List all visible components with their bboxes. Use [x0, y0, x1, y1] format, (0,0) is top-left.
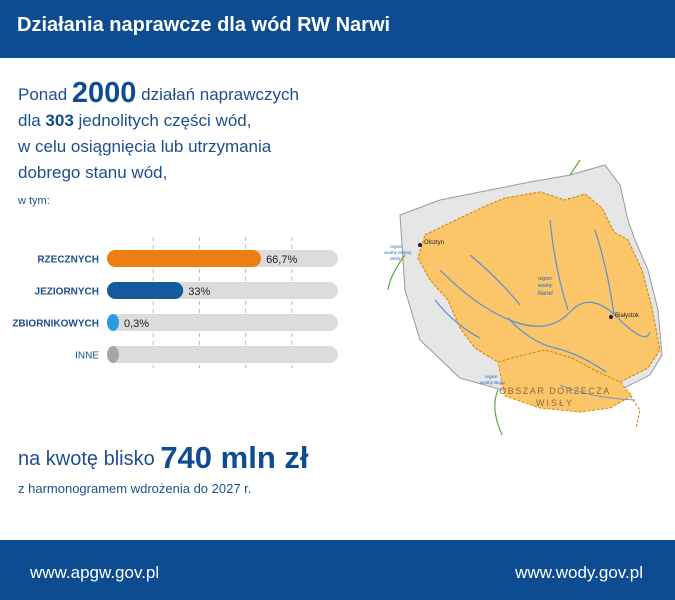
bar-rzecznych [107, 250, 262, 267]
intro-line-1: Ponad 2000 działań naprawczych [18, 77, 348, 109]
value-label: 33% [188, 286, 210, 298]
region-bugu-label-2: wodny Bugu [480, 380, 505, 385]
bar-track [107, 346, 338, 363]
category-label: RZECZNYCH [37, 255, 99, 266]
region-narwi-label-2: wodny [538, 283, 553, 289]
intro-ponad: Ponad [18, 85, 68, 104]
chart-bars: RZECZNYCH 66,7% JEZIORNYCH 33% ZBIORNIKOWYCH… [12, 250, 338, 363]
header-bar: Działania naprawcze dla wód RW Narwi [0, 0, 675, 58]
water-bodies-count: 303 [45, 111, 74, 130]
apgw-link[interactable]: www.apgw.gov.pl [30, 563, 160, 582]
footer-bar: www.apgw.gov.pl www.wody.gov.pl [0, 540, 675, 600]
intro-actions-label: działań naprawczych [141, 85, 299, 104]
value-label: 66,7% [266, 254, 297, 266]
bar-jeziornych [107, 282, 184, 299]
map-orange-border [629, 395, 641, 429]
category-label: INNE [75, 351, 99, 362]
obszar-dorzecza-label: OBSZAR DORZECZA [499, 386, 611, 396]
schedule-text: z harmonogramem wdrożenia do 2027 r. [18, 481, 252, 496]
amount-line: na kwotę blisko 740 mln zł [18, 440, 309, 476]
intro-bodies-label: jednolitych części wód, [78, 111, 252, 130]
actions-count: 2000 [71, 77, 137, 109]
intro-line-2: dla 303 jednolitych części wód, [18, 108, 348, 134]
amount-value: 740 mln zł [160, 440, 309, 475]
intro-dla: dla [18, 111, 41, 130]
intro-line-3: w celu osiągnięcia lub utrzymania [18, 137, 272, 156]
bialystok-marker [609, 315, 613, 319]
water-type-bar-chart: RZECZNYCH 66,7% JEZIORNYCH 33% ZBIORNIKOWYCH… [12, 237, 338, 368]
amount-prefix: na kwotę blisko [18, 448, 155, 470]
bar-inne [107, 346, 119, 363]
olsztyn-marker [418, 243, 422, 247]
bialystok-label: Białystok [615, 313, 640, 319]
value-label: 0,3% [124, 318, 149, 330]
region-bugu-label-1: region [485, 374, 498, 379]
bar-track [107, 314, 338, 331]
intro-line-4: dobrego stanu wód, [18, 163, 168, 182]
category-label: JEZIORNYCH [35, 287, 99, 298]
category-label: ZBIORNIKOWYCH [12, 319, 99, 330]
map-narew-basin [417, 191, 661, 383]
page-title: Działania naprawcze dla wód RW Narwi [17, 14, 391, 36]
region-dolnej-wisly-label-2: wodny Dolnej [384, 250, 412, 255]
olsztyn-label: Olsztyn [424, 240, 444, 246]
narew-basin-map: Olsztyn Białystok region wodny Narwi reg… [384, 160, 663, 436]
map-green-border [387, 160, 581, 436]
intro-text: Ponad 2000 działań naprawczych dla 303 j… [18, 77, 348, 186]
bar-zbiornikowych [107, 314, 119, 331]
region-narwi-label-1: region [538, 276, 552, 282]
map-rivers [434, 219, 651, 401]
chart-grid [152, 237, 293, 368]
wisly-label: WISŁY [536, 398, 574, 408]
w-tym-label: w tym: [18, 195, 50, 207]
region-narwi-label-3: Narwi [537, 291, 553, 297]
region-dolnej-wisly-label-3: Wisły [390, 256, 401, 261]
wody-link[interactable]: www.wody.gov.pl [515, 563, 643, 582]
region-dolnej-wisly-label-1: region [390, 244, 403, 249]
